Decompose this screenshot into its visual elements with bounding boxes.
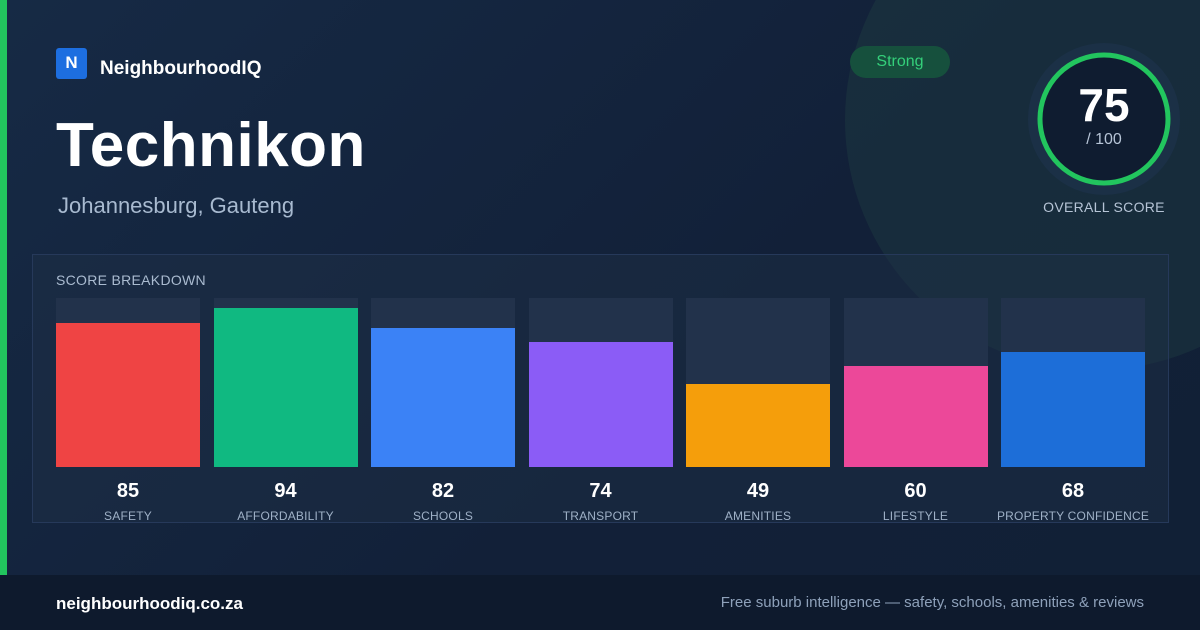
score-ring-graphic [1028,43,1180,195]
bar-value: 49 [746,480,770,502]
bar-label: LIFESTYLE [882,509,949,523]
bar-label: TRANSPORT [562,509,639,523]
brand-logo-icon: N [56,47,87,79]
brand-name: NeighbourhoodIQ [100,58,262,79]
bar-track [686,298,830,467]
bar-value: 60 [904,480,927,502]
suburb-title: Technikon [56,111,366,180]
bar-track [843,298,988,467]
bar-fill [56,323,200,467]
bar-label: AFFORDABILITY [237,509,334,523]
overall-score-ring: 75 / 100 [1027,42,1181,196]
bar-value: 82 [431,480,455,502]
bar-fill [371,328,515,467]
bar-label: SCHOOLS [412,509,474,523]
bar-track [371,298,515,467]
bar-value: 68 [1061,480,1085,502]
bar-track [56,298,200,467]
bar-track [528,298,673,467]
bar-track [213,298,358,467]
bar-fill [1001,352,1145,467]
bar-fill [528,342,673,467]
overall-score-label: OVERALL SCORE [1043,199,1165,215]
bar-fill [686,384,830,467]
bar-label: SAFETY [104,509,152,523]
score-ring-arc [1037,52,1171,186]
overall-score-max: / 100 [1086,131,1122,148]
bar-label: PROPERTY CONFIDENCE [996,509,1150,523]
rating-badge: Strong [850,46,950,78]
bar-value: 94 [274,480,297,502]
accent-bar [0,0,7,575]
suburb-location: Johannesburg, Gauteng [58,193,295,218]
brand[interactable]: N NeighbourhoodIQ [56,46,261,80]
footer-tagline: Free suburb intelligence — safety, schoo… [720,594,1144,611]
score-breakdown-panel: SCORE BREAKDOWN 85 SAFETY 94 AFFORDABILITY 8… [32,254,1169,523]
bar-fill [213,308,358,467]
bar-value: 85 [116,480,140,502]
bar-fill [843,366,988,467]
bar-value: 74 [589,480,612,502]
footer: neighbourhoodiq.co.za Free suburb intell… [0,575,1200,630]
bar-label: AMENITIES [724,509,792,523]
breakdown-title: SCORE BREAKDOWN [56,272,206,288]
hero-card: N NeighbourhoodIQ Technikon Johannesburg… [0,0,1200,575]
footer-url-link[interactable]: neighbourhoodiq.co.za [56,594,243,613]
bar-track [1001,298,1145,467]
overall-score-value: 75 [1078,79,1130,131]
